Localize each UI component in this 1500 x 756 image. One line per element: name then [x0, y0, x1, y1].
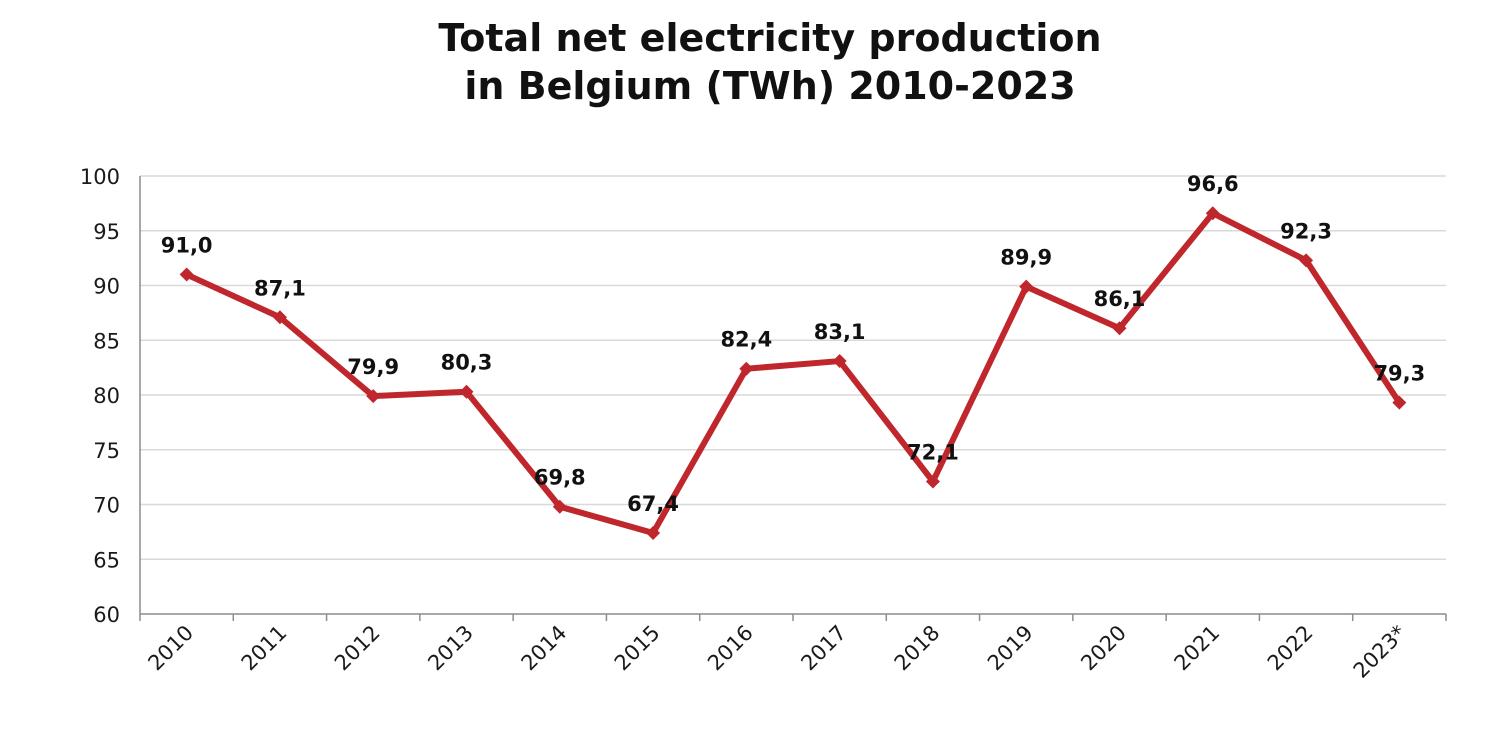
- data-point-marker: [552, 499, 567, 514]
- data-point-marker: [925, 474, 940, 489]
- x-tick-label: 2021: [1170, 621, 1225, 676]
- series: [179, 206, 1407, 540]
- chart-title-line-2: in Belgium (TWh) 2010-2023: [464, 64, 1076, 108]
- data-label: 79,9: [347, 355, 399, 379]
- x-tick-label: 2011: [237, 621, 292, 676]
- x-tick-label: 2013: [423, 621, 478, 676]
- x-tick-label: 2017: [796, 621, 851, 676]
- y-tick-label: 100: [80, 165, 120, 189]
- data-point-marker: [646, 525, 661, 540]
- chart-title-line-1: Total net electricity production: [438, 16, 1102, 60]
- data-point-marker: [366, 389, 381, 404]
- y-tick-label: 90: [93, 275, 120, 299]
- data-point-marker: [179, 267, 194, 282]
- data-label: 89,9: [1000, 246, 1052, 270]
- x-tick-label: 2010: [143, 621, 198, 676]
- data-label: 79,3: [1373, 362, 1425, 386]
- series-line: [183, 210, 1403, 536]
- data-labels: 91,0 87,1 79,9 80,3 69,8 67,4 82,4 83,1 72,1 89,9…: [161, 172, 1426, 516]
- data-point-marker: [832, 354, 847, 369]
- x-tick-label: 2012: [330, 621, 385, 676]
- x-tick-label: 2016: [703, 621, 758, 676]
- data-point-marker: [1019, 279, 1034, 294]
- data-label: 86,1: [1094, 287, 1146, 311]
- x-tick-labels: 2010 2011 2012 2013 2014 2015 2016 2017 2018 2019…: [143, 621, 1410, 683]
- data-label: 69,8: [534, 466, 586, 490]
- data-label: 91,0: [161, 234, 213, 258]
- x-tick-label: 2019: [983, 621, 1038, 676]
- data-point-marker: [459, 384, 474, 399]
- y-tick-label: 65: [93, 548, 120, 572]
- data-point-marker: [1392, 395, 1407, 410]
- data-label: 80,3: [441, 351, 493, 375]
- y-tick-labels: 60 65 70 75 80 85 90 95 100: [80, 165, 120, 627]
- data-point-marker: [1112, 321, 1127, 336]
- x-tick-label: 2023*: [1349, 621, 1411, 683]
- data-point-marker: [739, 361, 754, 376]
- y-tick-label: 75: [93, 439, 120, 463]
- data-point-marker: [1299, 253, 1314, 268]
- data-point-marker: [1205, 206, 1220, 221]
- data-label: 92,3: [1280, 219, 1332, 243]
- y-tick-label: 85: [93, 329, 120, 353]
- y-tick-label: 60: [93, 603, 120, 627]
- y-tick-label: 70: [93, 494, 120, 518]
- x-tick-label: 2018: [890, 621, 945, 676]
- x-tick-label: 2020: [1076, 621, 1131, 676]
- x-tick-label: 2015: [610, 621, 665, 676]
- gridlines: [140, 175, 1446, 560]
- y-tick-label: 95: [93, 220, 120, 244]
- data-label: 72,1: [907, 441, 959, 465]
- data-label: 87,1: [254, 276, 306, 300]
- x-tick-label: 2022: [1263, 621, 1318, 676]
- data-label: 96,6: [1187, 172, 1239, 196]
- data-label: 83,1: [814, 320, 866, 344]
- axes: [139, 176, 1447, 621]
- data-label: 67,4: [627, 492, 679, 516]
- chart-title: Total net electricity production in Belg…: [0, 14, 1500, 110]
- y-tick-label: 80: [93, 384, 120, 408]
- data-label: 82,4: [720, 328, 772, 352]
- data-point-marker: [272, 310, 287, 325]
- x-tick-label: 2014: [517, 621, 572, 676]
